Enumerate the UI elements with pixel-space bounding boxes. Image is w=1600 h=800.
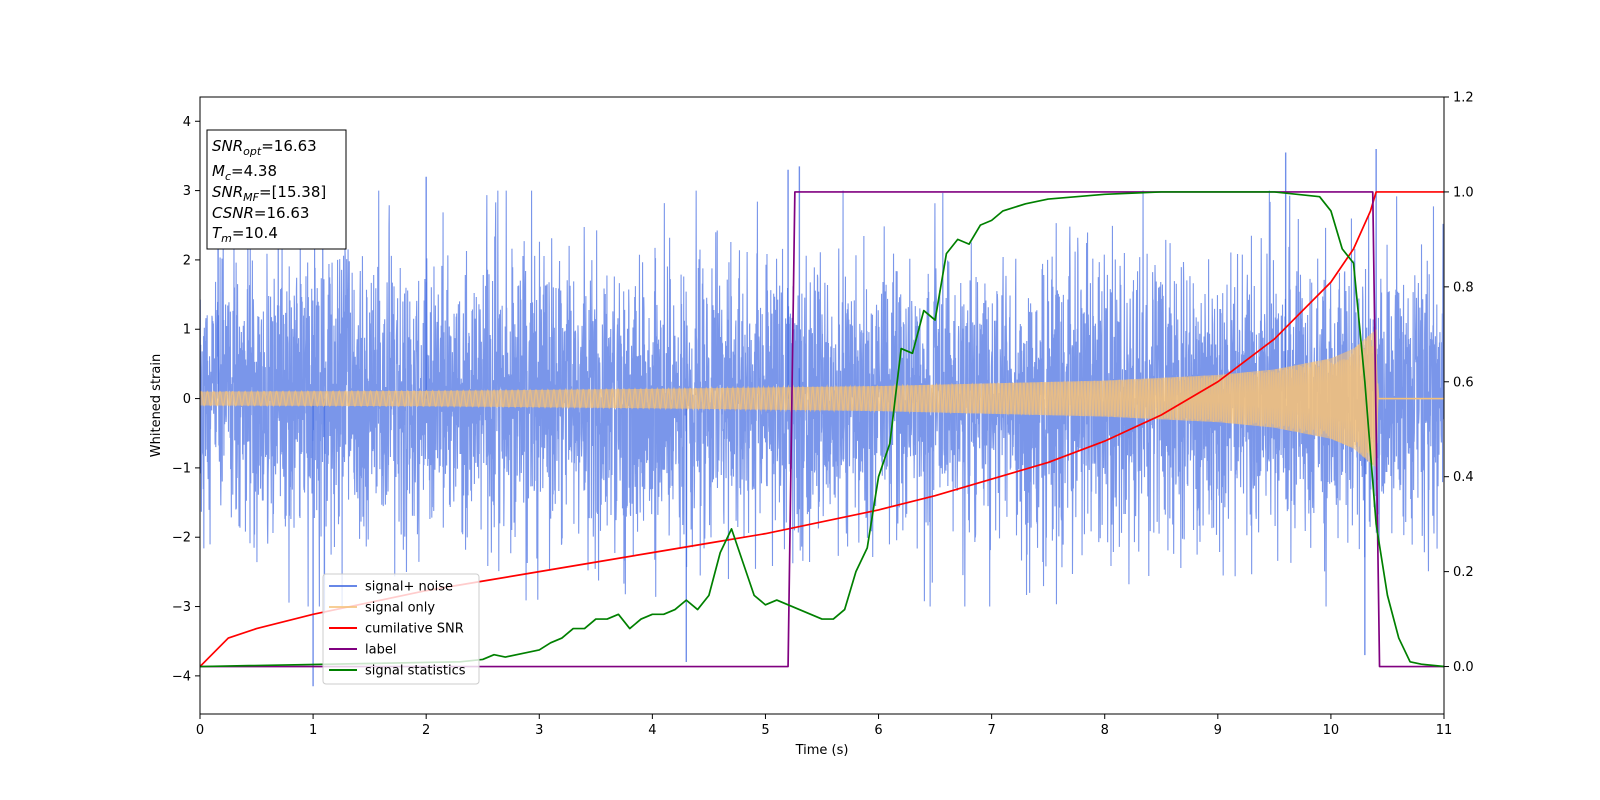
legend-label: label (365, 643, 396, 658)
axes-frame (199, 96, 1445, 715)
legend-label: signal statistics (365, 664, 466, 679)
y-right-tick-label: 0.4 (1453, 470, 1474, 485)
info-line: Mc=4.38 (212, 162, 277, 183)
y-right-tick-label: 0.2 (1453, 565, 1474, 580)
x-tick-label: 8 (1101, 723, 1109, 738)
x-tick-label: 0 (196, 723, 204, 738)
ticks: 0 1 2 3 4 5 6 7 8 9 10 11 −4 −3 −2 −1 0 1 2 3 4 0.0 0.2 0.4 0.6 0… (172, 91, 1474, 739)
series-signal-only-band (200, 329, 1444, 468)
legend: signal+ noise signal only cumilative SNR la… (322, 573, 480, 685)
y-right-tick-label: 0.6 (1453, 375, 1474, 390)
series-label (200, 191, 1444, 668)
legend-label: signal only (365, 601, 435, 616)
x-tick-label: 9 (1214, 723, 1222, 738)
y-left-tick-label: 2 (183, 253, 191, 268)
y-left-tick-label: 4 (183, 115, 191, 130)
x-tick-label: 7 (987, 723, 995, 738)
x-tick-label: 2 (422, 723, 430, 738)
x-tick-label: 10 (1323, 723, 1340, 738)
y-right-tick-label: 1.2 (1453, 91, 1474, 106)
x-tick-label: 4 (648, 723, 656, 738)
y-left-tick-label: −2 (172, 531, 191, 546)
y-left-tick-label: −4 (172, 669, 191, 684)
x-tick-label: 6 (874, 723, 882, 738)
info-line: CSNR=16.63 (212, 204, 309, 222)
legend-frame (322, 573, 480, 685)
x-tick-label: 1 (309, 723, 317, 738)
y-right-tick-label: 1.0 (1453, 185, 1474, 200)
legend-label: cumilative SNR (365, 622, 464, 637)
y-left-tick-label: −1 (172, 461, 191, 476)
series-signal-noise (200, 190, 1444, 607)
x-tick-label: 11 (1436, 723, 1453, 738)
legend-label: signal+ noise (365, 580, 453, 595)
y-right-tick-label: 0.8 (1453, 280, 1474, 295)
info-line: SNRMF=[15.38] (212, 183, 326, 204)
x-axis-label: Time (s) (795, 743, 849, 758)
y-left-tick-label: −3 (172, 600, 191, 615)
x-tick-label: 3 (535, 723, 543, 738)
info-line: Tm=10.4 (212, 224, 278, 245)
info-box-frame (206, 129, 347, 250)
series-signal-statistics (200, 191, 1444, 668)
y-right-tick-label: 0.0 (1453, 660, 1474, 675)
y-left-tick-label: 0 (183, 392, 191, 407)
info-line: SNRopt=16.63 (212, 137, 317, 158)
y-axis-label: Whitened strain (149, 354, 164, 457)
x-tick-label: 5 (761, 723, 769, 738)
y-left-tick-label: 1 (183, 323, 191, 338)
info-box: SNRopt=16.63 Mc=4.38SNRMF=[15.38]CSNR=16.… (206, 129, 347, 250)
y-left-tick-label: 3 (183, 184, 191, 199)
